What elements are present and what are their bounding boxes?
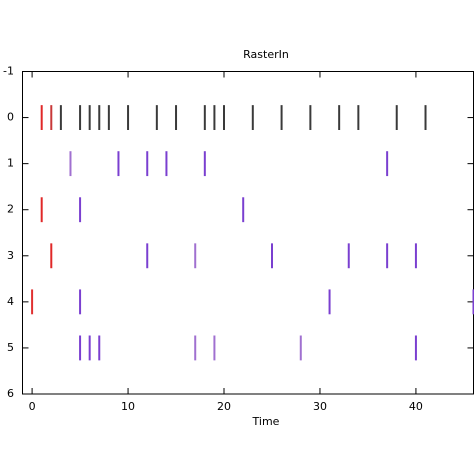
y-tick-label: 0 bbox=[7, 111, 14, 124]
y-tick-label: 5 bbox=[7, 341, 14, 354]
y-tick-label: 3 bbox=[7, 249, 14, 262]
x-tick-label: 40 bbox=[409, 400, 423, 413]
y-tick-label: 4 bbox=[7, 295, 14, 308]
y-tick-label: 2 bbox=[7, 203, 14, 216]
x-tick-label: 10 bbox=[121, 400, 135, 413]
y-tick-label: -1 bbox=[3, 65, 14, 78]
x-axis-label: Time bbox=[252, 415, 280, 428]
x-tick-label: 30 bbox=[313, 400, 327, 413]
chart-title: RasterIn bbox=[243, 48, 289, 61]
x-tick-label: 20 bbox=[217, 400, 231, 413]
y-tick-label: 6 bbox=[7, 387, 14, 400]
x-tick-label: 0 bbox=[29, 400, 36, 413]
y-tick-label: 1 bbox=[7, 157, 14, 170]
